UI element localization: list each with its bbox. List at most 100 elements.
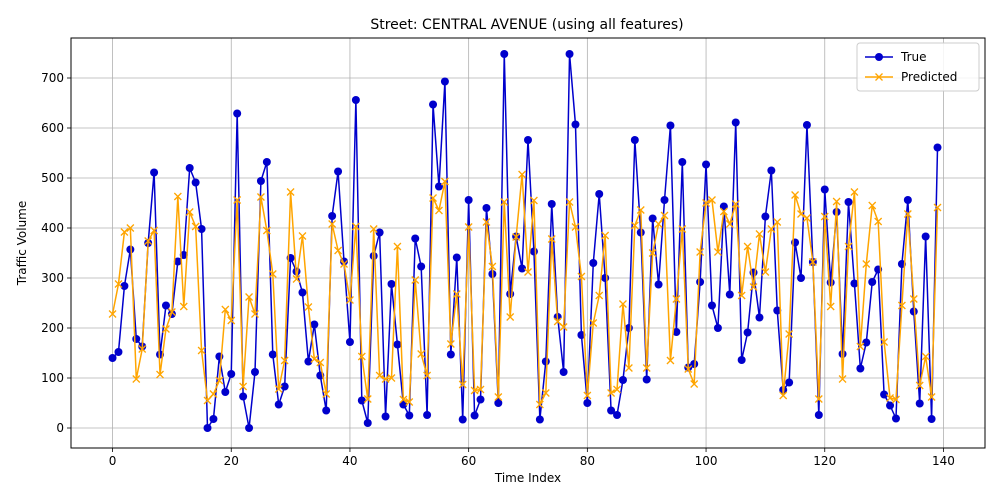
legend-entries: True Predicted (865, 50, 957, 84)
data-point-predicted (826, 302, 835, 311)
data-point-predicted (595, 291, 604, 300)
data-point-predicted (227, 316, 236, 325)
data-point-true (797, 274, 806, 282)
x-tick-label: 60 (461, 454, 476, 468)
data-point-predicted (239, 382, 248, 391)
data-point-predicted (488, 262, 497, 271)
data-point-predicted (399, 395, 408, 404)
data-point-true (470, 411, 479, 420)
series-line-true (112, 53, 939, 429)
data-point-true (381, 412, 390, 421)
data-point-predicted (642, 364, 651, 372)
data-point-true (607, 406, 616, 415)
data-point-true (565, 50, 574, 58)
data-point-predicted (547, 235, 556, 243)
data-point-true (707, 301, 716, 310)
data-point-true (369, 252, 378, 260)
data-point-predicted (909, 295, 918, 303)
data-point-predicted (832, 197, 841, 206)
data-point-true (120, 282, 129, 290)
data-point-predicted (785, 330, 794, 338)
legend: True Predicted (856, 42, 980, 92)
data-point-true (363, 419, 372, 427)
data-point-predicted (162, 325, 170, 333)
data-point-predicted (690, 380, 699, 388)
data-point-predicted (749, 283, 758, 291)
data-point-predicted (512, 233, 521, 241)
x-axis-label: Time Index (494, 471, 561, 485)
data-point-predicted (304, 303, 313, 311)
data-point-true (577, 331, 586, 339)
legend-marker-true (875, 53, 883, 61)
data-point-predicted (179, 302, 188, 311)
data-point-predicted (251, 310, 259, 318)
y-tick-label: 400 (41, 221, 64, 235)
data-point-true (838, 350, 847, 358)
data-point-predicted (500, 198, 509, 206)
data-point-true (719, 202, 728, 211)
data-point-true (535, 415, 544, 424)
data-point-predicted (292, 275, 301, 283)
data-point-predicted (903, 210, 912, 218)
data-point-predicted (892, 395, 900, 404)
y-tick-label: 0 (56, 421, 64, 435)
y-tick-label: 700 (41, 71, 64, 85)
data-point-predicted (737, 291, 746, 300)
data-point-true (440, 77, 449, 86)
data-point-predicted (529, 196, 538, 205)
series-predicted (108, 170, 942, 409)
data-point-predicted (755, 230, 764, 238)
data-point-predicted (559, 323, 568, 331)
data-point-predicted (262, 226, 271, 235)
data-point-predicted (268, 270, 277, 278)
data-point-true (636, 228, 645, 237)
data-point-true (399, 400, 408, 409)
data-point-true (678, 158, 687, 166)
data-point-true (618, 376, 627, 384)
data-point-true (725, 290, 734, 299)
data-point-predicted (808, 258, 817, 266)
data-point-predicted (506, 313, 515, 321)
data-point-predicted (725, 220, 734, 228)
data-point-predicted (120, 228, 129, 236)
data-point-predicted (708, 196, 716, 204)
data-point-predicted (844, 242, 853, 251)
data-point-predicted (880, 338, 889, 346)
data-point-true (280, 382, 289, 391)
y-tick-label: 500 (41, 171, 64, 185)
data-point-predicted (915, 381, 924, 390)
data-point-true (429, 100, 438, 109)
data-point-true (850, 279, 859, 288)
data-point-true (482, 204, 491, 212)
data-point-true (785, 378, 794, 387)
data-point-true (731, 118, 740, 127)
data-point-true (927, 415, 936, 423)
data-point-true (814, 411, 823, 419)
data-point-true (405, 411, 414, 420)
data-point-predicted (601, 231, 610, 240)
data-point-true (666, 121, 675, 130)
data-point-true (755, 313, 764, 322)
data-point-true (613, 411, 622, 419)
data-point-predicted (458, 380, 467, 389)
data-point-true (464, 196, 473, 204)
data-point-predicted (619, 300, 627, 308)
data-point-true (233, 109, 242, 118)
legend-entry-predicted: Predicted (865, 70, 957, 84)
data-point-true (761, 212, 770, 221)
data-point-true (547, 200, 556, 208)
x-tick-label: 140 (932, 454, 955, 468)
data-point-predicted (138, 345, 147, 353)
data-point-true (589, 259, 598, 267)
data-point-true (452, 253, 461, 262)
data-point-true (274, 400, 283, 409)
data-point-predicted (156, 370, 164, 379)
data-point-true (820, 185, 829, 194)
data-point-true (702, 160, 711, 169)
data-point-predicted (630, 221, 639, 230)
data-point-predicted (328, 220, 337, 228)
data-point-predicted (636, 206, 645, 214)
data-point-predicted (518, 170, 527, 179)
data-point-predicted (868, 201, 877, 210)
data-point-predicted (678, 225, 687, 233)
